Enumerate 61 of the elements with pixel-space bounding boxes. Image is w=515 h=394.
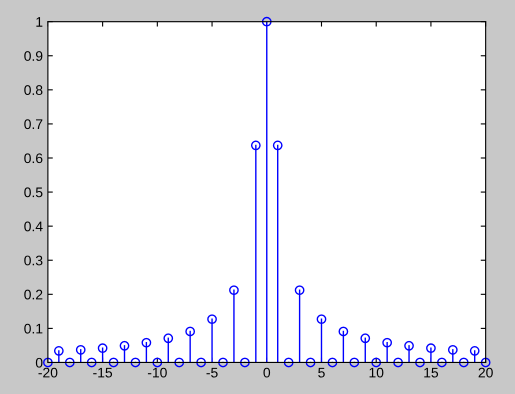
point	[54, 346, 64, 356]
y-tick-label: 0.8	[24, 85, 42, 95]
point	[174, 358, 184, 368]
point	[480, 358, 491, 368]
x-tick-label: -20	[38, 368, 58, 378]
point	[250, 140, 261, 150]
point	[393, 358, 403, 368]
x-tick-label: 15	[424, 368, 438, 378]
point	[360, 333, 370, 344]
point	[349, 358, 360, 368]
y-tick-label: 0.2	[24, 290, 42, 300]
point	[196, 358, 206, 368]
y-tick-label: 1	[36, 17, 42, 27]
point	[185, 326, 196, 336]
point	[262, 16, 272, 27]
point	[404, 340, 414, 351]
point	[415, 358, 425, 368]
point	[316, 314, 326, 324]
point	[218, 358, 228, 368]
point	[130, 358, 140, 368]
point	[229, 285, 239, 296]
y-tick-label: 0.1	[24, 324, 42, 334]
y-tick-label: 0.9	[24, 51, 42, 61]
x-tick-label: 5	[318, 368, 325, 378]
point	[382, 338, 392, 348]
x-tick-label: -15	[93, 368, 112, 378]
point	[86, 358, 97, 368]
y-tick-label: 0.3	[24, 256, 42, 266]
point	[98, 343, 108, 354]
x-tick-label: 20	[478, 368, 493, 378]
point	[338, 326, 348, 336]
point	[43, 358, 53, 368]
point	[272, 140, 283, 150]
y-tick-label: 0.5	[24, 187, 42, 198]
point	[284, 358, 294, 368]
point	[371, 358, 382, 368]
x-tick-label: 10	[370, 368, 384, 378]
x-tick-label: 0	[263, 368, 270, 378]
point	[240, 358, 250, 368]
point	[437, 358, 447, 368]
point	[142, 338, 152, 348]
point	[458, 358, 469, 368]
point	[163, 333, 174, 344]
point	[470, 346, 480, 356]
point	[76, 345, 86, 355]
point	[64, 358, 75, 368]
point	[108, 358, 118, 368]
y-tick-label: 0	[36, 358, 42, 368]
y-tick-label: 0.4	[24, 221, 43, 232]
x-tick-label: -5	[206, 368, 218, 378]
y-tick-label: 0.7	[24, 119, 42, 130]
point	[448, 345, 458, 355]
point	[426, 343, 436, 354]
point	[306, 358, 316, 368]
point	[120, 340, 130, 351]
point	[294, 285, 304, 296]
point	[152, 358, 162, 368]
y-tick-label: 0.6	[24, 153, 42, 164]
x-tick-label: -10	[148, 368, 167, 378]
point	[328, 358, 338, 368]
point	[207, 314, 217, 324]
